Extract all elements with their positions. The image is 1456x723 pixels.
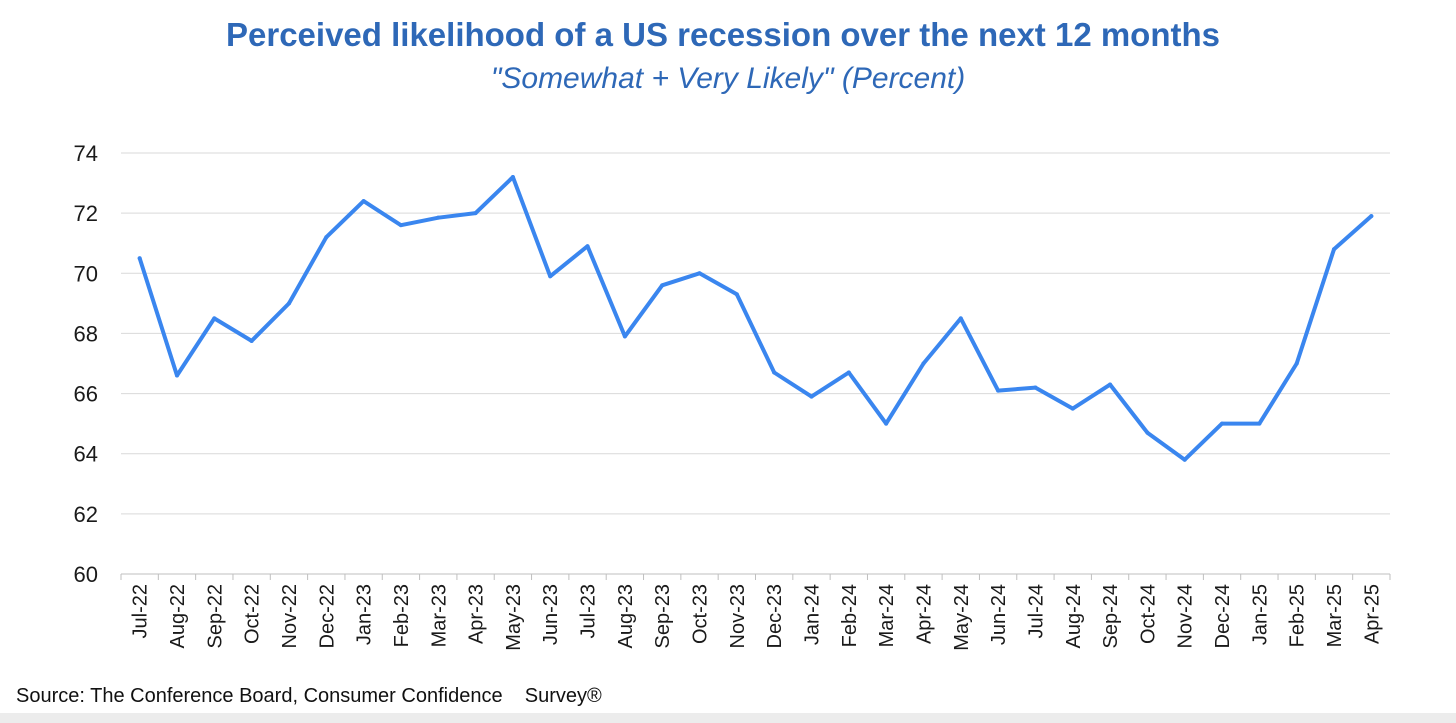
- x-tick-label: Mar-23: [428, 584, 450, 647]
- x-tick-label: Dec-24: [1212, 584, 1234, 648]
- data-point: [1070, 406, 1075, 411]
- y-tick-label: 60: [74, 562, 98, 587]
- x-tick-label: Aug-23: [615, 584, 637, 649]
- data-point: [473, 211, 478, 216]
- x-tick-label: Jun-23: [540, 584, 562, 645]
- x-tick-label: Oct-24: [1137, 584, 1159, 644]
- x-tick-label: Jul-23: [578, 584, 600, 638]
- series-layer: [137, 175, 1374, 462]
- x-tick-label: Nov-22: [279, 584, 301, 648]
- x-tick-label: Apr-25: [1361, 584, 1383, 644]
- data-point: [548, 274, 553, 279]
- data-point: [249, 338, 254, 343]
- y-axis-ticks: 60 62 64 66 68 70 72 74: [74, 141, 98, 587]
- x-tick-label: Aug-22: [167, 584, 189, 649]
- gridlines: [121, 152, 1390, 515]
- data-point: [622, 334, 627, 339]
- data-point: [398, 223, 403, 228]
- y-tick-label: 66: [74, 382, 98, 407]
- x-tick-label: Jul-24: [1025, 584, 1047, 638]
- y-tick-label: 70: [74, 261, 98, 286]
- x-tick-label: Jan-23: [354, 584, 376, 645]
- data-point: [1257, 421, 1262, 426]
- x-tick-label: May-24: [951, 584, 973, 651]
- data-point: [958, 316, 963, 321]
- x-tick-label: Jul-22: [130, 584, 152, 638]
- data-point: [697, 271, 702, 276]
- x-tick-label: Dec-22: [316, 584, 338, 648]
- x-tick-label: Oct-22: [242, 584, 264, 644]
- y-tick-label: 72: [74, 201, 98, 226]
- data-point: [1332, 247, 1337, 252]
- x-tick-label: Aug-24: [1063, 584, 1085, 649]
- source-note: Source: The Conference Board, Consumer C…: [16, 685, 602, 707]
- x-tick-label: Nov-23: [727, 584, 749, 648]
- data-point: [921, 361, 926, 366]
- x-tick-label: Feb-23: [391, 584, 413, 647]
- data-point: [809, 394, 814, 399]
- data-point: [1220, 421, 1225, 426]
- x-tick-label: May-23: [503, 584, 525, 651]
- x-tick-label: Nov-24: [1175, 584, 1197, 648]
- data-point: [1182, 457, 1187, 462]
- series-line: [137, 175, 1374, 462]
- data-point: [585, 244, 590, 249]
- data-point: [1294, 361, 1299, 366]
- data-point: [510, 175, 515, 180]
- x-tick-label: Sep-24: [1100, 584, 1122, 649]
- data-point: [846, 370, 851, 375]
- data-point: [1145, 430, 1150, 435]
- x-tick-label: Sep-22: [204, 584, 226, 649]
- x-tick-label: Dec-23: [764, 584, 786, 648]
- x-tick-label: Jan-25: [1249, 584, 1271, 645]
- x-tick-label: Feb-24: [839, 584, 861, 647]
- data-point: [660, 283, 665, 288]
- x-tick-label: Apr-23: [466, 584, 488, 644]
- data-point: [1033, 385, 1038, 390]
- data-point: [996, 388, 1001, 393]
- x-tick-label: Oct-23: [690, 584, 712, 644]
- x-axis: [120, 573, 1391, 580]
- data-point: [361, 199, 366, 204]
- x-tick-label: Mar-25: [1324, 584, 1346, 647]
- x-tick-label: Feb-25: [1287, 584, 1309, 647]
- y-tick-label: 64: [74, 442, 98, 467]
- x-tick-label: Mar-24: [876, 584, 898, 647]
- x-tick-label: Jun-24: [988, 584, 1010, 645]
- data-point: [772, 370, 777, 375]
- y-tick-label: 74: [74, 141, 98, 166]
- x-tick-label: Sep-23: [652, 584, 674, 649]
- x-tick-label: Apr-24: [913, 584, 935, 644]
- data-point: [212, 316, 217, 321]
- data-point: [1369, 214, 1374, 219]
- x-axis-ticks: Jul-22 Aug-22 Sep-22 Oct-22 Nov-22 Dec-22 Jan-…: [130, 584, 1384, 651]
- x-tick-label: Jan-24: [801, 584, 823, 645]
- y-tick-label: 62: [74, 502, 98, 527]
- data-point: [324, 235, 329, 240]
- data-point: [884, 421, 889, 426]
- y-tick-label: 68: [74, 321, 98, 346]
- data-point: [734, 292, 739, 297]
- chart-subtitle: "Somewhat + Very Likely" (Percent): [490, 62, 966, 95]
- data-point: [137, 256, 142, 261]
- data-point: [174, 373, 179, 378]
- chart-title: Perceived likelihood of a US recession o…: [226, 16, 1220, 53]
- data-point: [436, 215, 441, 220]
- data-point: [286, 301, 291, 306]
- bottom-band: [0, 713, 1456, 723]
- data-point: [1108, 382, 1113, 387]
